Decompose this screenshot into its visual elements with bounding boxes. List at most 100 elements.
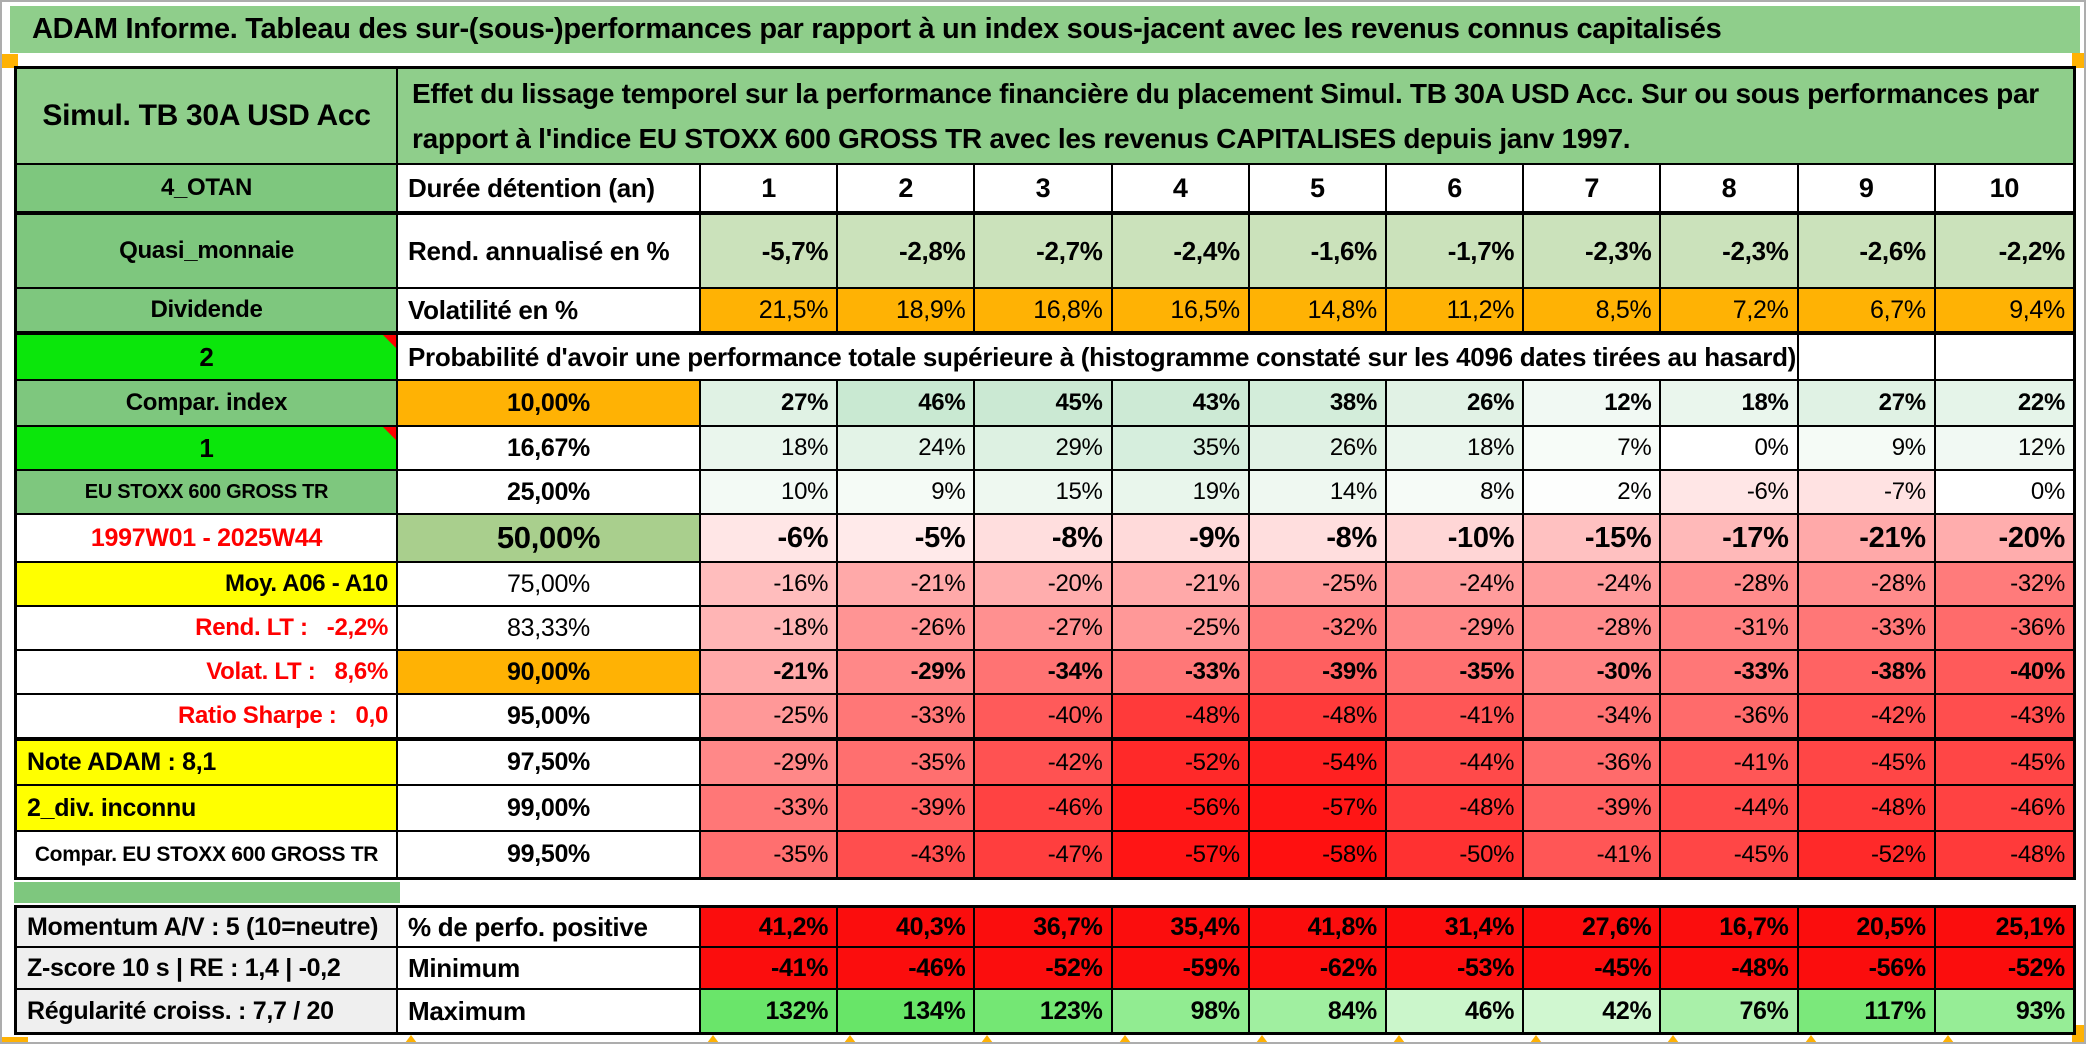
row-header[interactable]: 25,00% xyxy=(398,471,701,515)
value-cell[interactable]: -2,8% xyxy=(838,213,976,289)
value-cell[interactable]: 1 xyxy=(701,165,839,213)
value-cell[interactable]: 76% xyxy=(1661,990,1799,1032)
value-cell[interactable]: 14,8% xyxy=(1249,289,1387,333)
value-cell[interactable]: -2,3% xyxy=(1661,213,1799,289)
value-cell[interactable]: -38% xyxy=(1798,651,1936,695)
value-cell[interactable]: 18% xyxy=(1661,381,1799,427)
row-label[interactable]: Dividende xyxy=(17,289,398,333)
value-cell[interactable]: -9% xyxy=(1112,515,1250,563)
value-cell[interactable]: 16,5% xyxy=(1112,289,1250,333)
value-cell[interactable]: 134% xyxy=(838,990,976,1032)
value-cell[interactable]: 24% xyxy=(838,427,976,471)
value-cell[interactable]: -36% xyxy=(1935,607,2073,651)
value-cell[interactable]: 9 xyxy=(1798,165,1936,213)
value-cell[interactable]: 26% xyxy=(1249,427,1387,471)
value-cell[interactable]: -52% xyxy=(1935,948,2073,990)
value-cell[interactable]: 35,4% xyxy=(1112,908,1250,948)
value-cell[interactable]: 98% xyxy=(1112,990,1250,1032)
value-cell[interactable]: -5% xyxy=(838,515,976,563)
value-cell[interactable]: -20% xyxy=(1935,515,2073,563)
value-cell[interactable]: 6,7% xyxy=(1798,289,1936,333)
value-cell[interactable]: -44% xyxy=(1386,739,1525,786)
value-cell[interactable]: -28% xyxy=(1661,563,1799,607)
value-cell[interactable]: 18,9% xyxy=(838,289,976,333)
value-cell[interactable]: 41,8% xyxy=(1249,908,1387,948)
value-cell[interactable]: -2,3% xyxy=(1524,213,1662,289)
value-cell[interactable]: 7,2% xyxy=(1661,289,1799,333)
value-cell[interactable]: 9,4% xyxy=(1935,289,2073,333)
value-cell[interactable]: -40% xyxy=(975,695,1113,739)
value-cell[interactable]: 123% xyxy=(975,990,1113,1032)
value-cell[interactable]: -33% xyxy=(1112,651,1250,695)
value-cell[interactable]: 5 xyxy=(1249,165,1387,213)
value-cell[interactable]: -29% xyxy=(701,739,839,786)
row-header[interactable]: Maximum xyxy=(398,990,701,1032)
value-cell[interactable]: -25% xyxy=(1112,607,1250,651)
value-cell[interactable]: -31% xyxy=(1661,607,1799,651)
value-cell[interactable]: 2 xyxy=(838,165,976,213)
value-cell[interactable]: -33% xyxy=(1798,607,1936,651)
row-header[interactable]: 83,33% xyxy=(398,607,701,651)
value-cell[interactable]: -28% xyxy=(1524,607,1662,651)
value-cell[interactable]: -53% xyxy=(1386,948,1525,990)
value-cell[interactable]: -52% xyxy=(1798,832,1936,877)
value-cell[interactable]: 117% xyxy=(1798,990,1936,1032)
value-cell[interactable]: -25% xyxy=(701,695,839,739)
row-label[interactable]: 4_OTAN xyxy=(17,165,398,213)
row-header[interactable]: 90,00% xyxy=(398,651,701,695)
row-label[interactable]: Quasi_monnaie xyxy=(17,213,398,289)
value-cell[interactable]: -33% xyxy=(701,786,839,832)
value-cell[interactable]: -45% xyxy=(1524,948,1662,990)
row-label[interactable]: 2 xyxy=(17,333,398,381)
value-cell[interactable]: -34% xyxy=(1524,695,1662,739)
value-cell[interactable]: -42% xyxy=(975,739,1113,786)
value-cell[interactable]: -36% xyxy=(1661,695,1799,739)
value-cell[interactable]: -21% xyxy=(1112,563,1250,607)
value-cell[interactable]: 41,2% xyxy=(701,908,839,948)
value-cell[interactable]: -39% xyxy=(1524,786,1662,832)
row-header[interactable]: 95,00% xyxy=(398,695,701,739)
probability-header[interactable]: Probabilité d'avoir une performance tota… xyxy=(398,333,1799,381)
value-cell[interactable]: 26% xyxy=(1386,381,1525,427)
value-cell[interactable]: -6% xyxy=(1661,471,1799,515)
value-cell[interactable]: 7 xyxy=(1524,165,1662,213)
value-cell[interactable]: -5,7% xyxy=(701,213,839,289)
value-cell[interactable]: -1,6% xyxy=(1249,213,1387,289)
value-cell[interactable]: 84% xyxy=(1249,990,1387,1032)
value-cell[interactable]: 25,1% xyxy=(1935,908,2073,948)
row-label[interactable]: Rend. LT : -2,2% xyxy=(17,607,398,651)
value-cell[interactable]: -10% xyxy=(1386,515,1525,563)
value-cell[interactable]: 27,6% xyxy=(1524,908,1662,948)
value-cell[interactable]: -33% xyxy=(838,695,976,739)
value-cell[interactable]: -32% xyxy=(1249,607,1387,651)
value-cell[interactable]: -27% xyxy=(975,607,1113,651)
value-cell[interactable]: -46% xyxy=(1935,786,2073,832)
value-cell[interactable]: -17% xyxy=(1661,515,1799,563)
value-cell[interactable]: -41% xyxy=(1386,695,1525,739)
value-cell[interactable]: 43% xyxy=(1112,381,1250,427)
value-cell[interactable]: 0% xyxy=(1661,427,1799,471)
value-cell[interactable]: -58% xyxy=(1249,832,1387,877)
row-header[interactable]: % de perfo. positive xyxy=(398,908,701,948)
value-cell[interactable]: -15% xyxy=(1524,515,1662,563)
value-cell[interactable]: -42% xyxy=(1798,695,1936,739)
value-cell[interactable]: -41% xyxy=(701,948,839,990)
value-cell[interactable]: 16,7% xyxy=(1661,908,1799,948)
value-cell[interactable]: 20,5% xyxy=(1798,908,1936,948)
row-label[interactable]: EU STOXX 600 GROSS TR xyxy=(17,471,398,515)
value-cell[interactable]: -54% xyxy=(1249,739,1387,786)
value-cell[interactable]: 11,2% xyxy=(1386,289,1525,333)
value-cell[interactable]: 19% xyxy=(1112,471,1250,515)
value-cell[interactable]: -45% xyxy=(1935,739,2073,786)
value-cell[interactable]: -24% xyxy=(1386,563,1525,607)
row-header[interactable]: Minimum xyxy=(398,948,701,990)
value-cell[interactable]: -46% xyxy=(975,786,1113,832)
value-cell[interactable]: -21% xyxy=(838,563,976,607)
value-cell[interactable]: -8% xyxy=(975,515,1113,563)
value-cell[interactable]: -6% xyxy=(701,515,839,563)
value-cell[interactable]: -39% xyxy=(1249,651,1387,695)
value-cell[interactable]: -18% xyxy=(701,607,839,651)
row-header[interactable]: Rend. annualisé en % xyxy=(398,213,701,289)
value-cell[interactable]: -2,7% xyxy=(975,213,1113,289)
value-cell[interactable]: -48% xyxy=(1661,948,1799,990)
